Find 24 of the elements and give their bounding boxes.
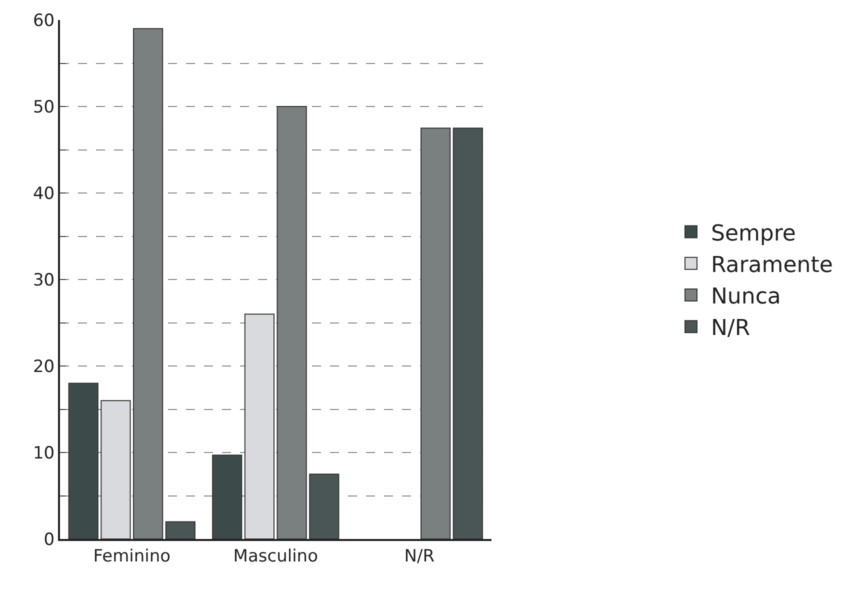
y-tick-label: 20 xyxy=(32,356,55,377)
legend-label: Nunca xyxy=(710,284,781,310)
bar xyxy=(100,400,131,539)
bar xyxy=(244,314,275,539)
legend-label: Sempre xyxy=(710,221,796,246)
y-tick-label: 40 xyxy=(32,184,55,204)
bar xyxy=(133,28,164,539)
legend-label: N/R xyxy=(710,316,750,342)
x-tick-label: N/R xyxy=(404,546,435,566)
bar xyxy=(420,128,451,539)
y-tick-label: 10 xyxy=(32,443,55,464)
y-tick-label: 60 xyxy=(32,10,55,31)
y-tick-label: 50 xyxy=(32,97,55,118)
bar xyxy=(68,382,98,539)
bar xyxy=(452,128,483,539)
legend-label: Raramente xyxy=(710,252,833,278)
x-tick-label: Masculino xyxy=(233,546,318,566)
bar xyxy=(212,454,242,539)
y-tick-label: 30 xyxy=(32,270,55,290)
bar xyxy=(276,106,307,539)
bar xyxy=(309,474,340,539)
bar xyxy=(165,521,196,539)
x-tick-label: Feminino xyxy=(93,546,171,566)
y-tick-label: 0 xyxy=(44,530,55,550)
